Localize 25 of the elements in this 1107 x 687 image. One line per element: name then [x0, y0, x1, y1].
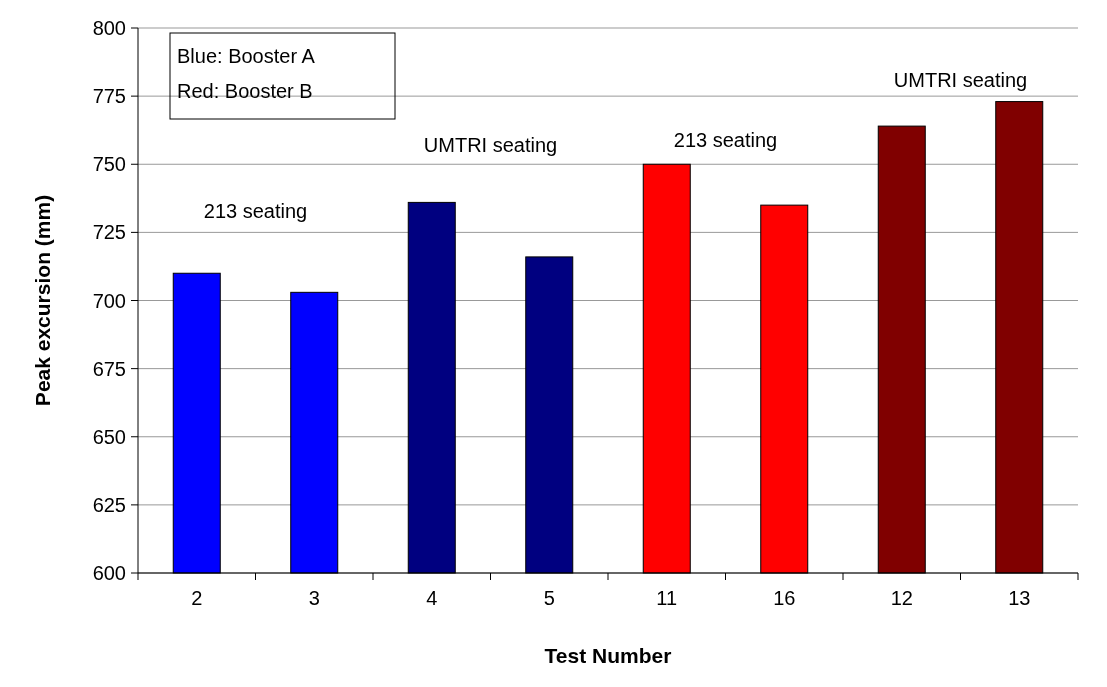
annotation: UMTRI seating: [423, 134, 558, 157]
y-tick-label: 650: [92, 425, 126, 448]
y-tick-label: 700: [92, 289, 126, 312]
x-tick-label: 16: [773, 587, 796, 609]
annotation: 213 seating: [203, 199, 308, 222]
x-tick-label: 12: [890, 587, 913, 609]
y-tick-label: 775: [92, 85, 126, 108]
y-tick-label: 625: [92, 493, 126, 516]
annotation: Blue: Booster A Red: Booster B: [177, 45, 316, 102]
y-tick-label: 600: [92, 562, 126, 584]
y-tick-label: 725: [92, 221, 126, 244]
x-tick-label: 3: [308, 587, 320, 609]
x-tick-label: 2: [191, 587, 203, 609]
x-axis-title: Test Number: [544, 644, 672, 667]
text-box: Blue: Booster A Red: Booster B: [169, 32, 396, 120]
annotation: UMTRI seating: [893, 68, 1028, 91]
y-tick-label: 675: [92, 357, 126, 380]
y-axis-title: Peak excursion (mm): [31, 194, 54, 407]
x-tick-label: 11: [656, 587, 678, 609]
annotation: 213 seating: [673, 128, 778, 151]
x-tick-label: 13: [1008, 587, 1031, 609]
y-tick-label: 800: [92, 17, 126, 39]
y-tick-label: 750: [92, 153, 126, 176]
x-tick-label: 5: [543, 587, 555, 609]
x-tick-label: 4: [426, 587, 438, 609]
